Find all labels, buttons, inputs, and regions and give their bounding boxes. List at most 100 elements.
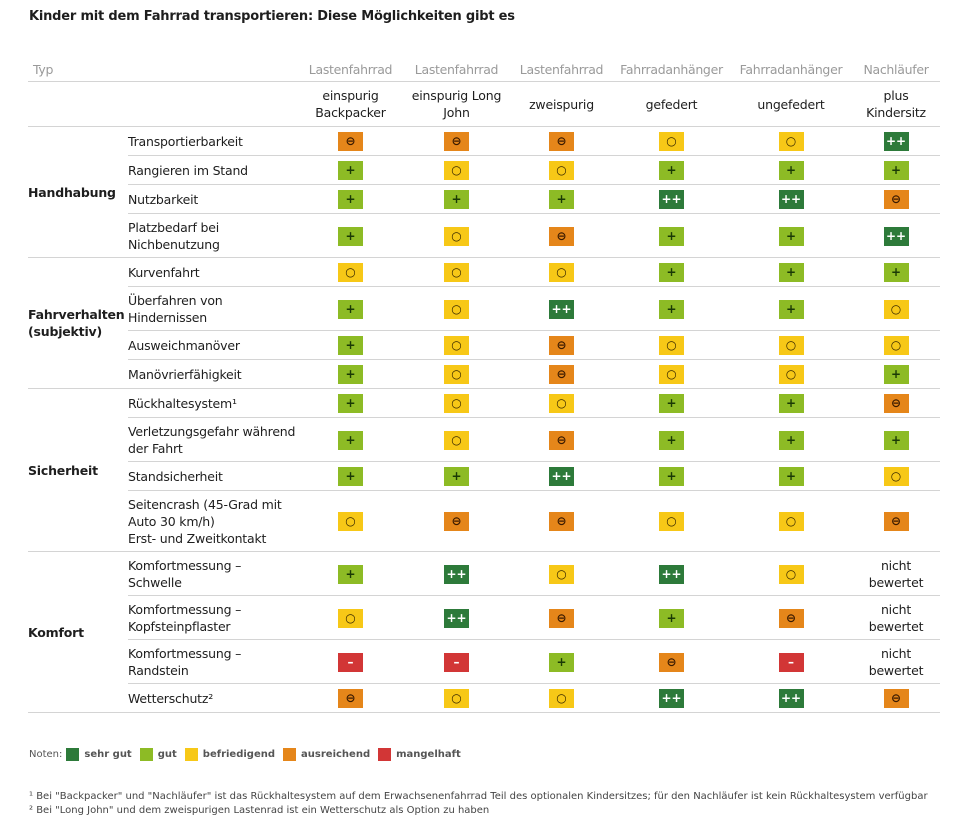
grade-badge-ausreichend: ⊖ — [549, 608, 574, 628]
rating-cell: ⊖ — [852, 490, 940, 552]
legend-text-ausreichend: ausreichend — [301, 749, 371, 760]
table-body: Handhabung Transportierbarkeit ⊖ ⊖ ⊖ ○ ○ ++ Rang… — [28, 126, 940, 713]
rating-cell: + — [852, 417, 940, 462]
table-row: Manövrierfähigkeit + ○ ⊖ ○ ○ + — [28, 359, 940, 389]
criterion-label: Komfortmessung – Schwelle — [128, 551, 298, 596]
grade-badge-befriedigend: ○ — [883, 467, 909, 486]
table-row: Komfort Komfortmessung – Schwelle + ++ ○ ++ ○ n… — [28, 551, 940, 713]
grade-badge-sehrgut: ++ — [549, 299, 574, 319]
not-rated-label: nicht bewertet — [868, 645, 924, 678]
footnote-2: ² Bei "Long John" und dem zweispurigen L… — [29, 805, 490, 816]
rating-cell: ○ — [403, 683, 510, 713]
rating-cell: ++ — [510, 286, 613, 331]
criterion-label: Ausweichmanöver — [128, 330, 298, 360]
legend-label: Noten: — [29, 749, 63, 760]
criterion-label: Standsicherheit — [128, 461, 298, 491]
grade-badge-gut: + — [883, 161, 909, 180]
rating-cell: + — [730, 417, 852, 462]
grade-badge-befriedigend: ○ — [659, 512, 684, 531]
table-row: Komfortmessung – Randstein – – + ⊖ – nicht bew… — [28, 639, 940, 684]
table-row: Verletzungsgefahr während der Fahrt + ○ ⊖ + +… — [28, 417, 940, 462]
rating-cell: + — [298, 551, 403, 596]
grade-badge-mangelhaft: – — [778, 652, 804, 672]
column-type-0: Lastenfahrrad — [298, 57, 403, 82]
grade-badge-gut: + — [549, 652, 574, 672]
rating-cell: ○ — [298, 595, 403, 640]
column-type-2: Lastenfahrrad — [510, 57, 613, 82]
rating-cell: ⊖ — [510, 330, 613, 360]
legend-swatch-ausreichend — [283, 748, 297, 761]
empty-header — [28, 81, 298, 127]
grade-badge-ausreichend: ⊖ — [444, 132, 469, 151]
rating-cell: ⊖ — [852, 388, 940, 418]
rating-cell: + — [852, 257, 940, 287]
header-type-row: Typ Lastenfahrrad Lastenfahrrad Lastenfahr… — [28, 57, 940, 82]
rating-cell: + — [298, 388, 403, 418]
rating-cell: ⊖ — [613, 639, 730, 684]
criterion-label: Platzbedarf bei Nichbenutzung — [128, 213, 298, 258]
rating-cell: ++ — [613, 184, 730, 214]
grade-badge-gut: + — [338, 564, 363, 584]
grade-badge-gut: + — [338, 161, 363, 180]
criterion-label: Seitencrash (45-Grad mit Auto 30 km/h) Ers… — [128, 490, 298, 552]
grade-badge-ausreichend: ⊖ — [338, 132, 363, 151]
rating-cell: ○ — [403, 213, 510, 258]
rating-cell: + — [298, 330, 403, 360]
grade-badge-sehrgut: ++ — [778, 190, 804, 209]
column-type-4: Fahrradanhänger — [730, 57, 852, 82]
grade-badge-ausreichend: ⊖ — [444, 512, 469, 531]
grade-badge-ausreichend: ⊖ — [883, 512, 909, 531]
rating-cell: ⊖ — [510, 126, 613, 156]
rating-cell: ++ — [613, 551, 730, 596]
footnote-1: ¹ Bei "Backpacker" und "Nachläufer" ist … — [29, 791, 928, 802]
legend-text-sehrgut: sehr gut — [84, 749, 132, 760]
column-variant-0: einspurig Backpacker — [298, 81, 403, 127]
grade-badge-ausreichend: ⊖ — [549, 365, 574, 384]
grade-badge-gut: + — [659, 263, 684, 282]
rating-cell: ○ — [510, 683, 613, 713]
rating-cell: nicht bewertet — [852, 551, 940, 596]
grade-badge-gut: + — [338, 226, 363, 246]
rating-cell: ○ — [403, 155, 510, 185]
rating-cell: ++ — [730, 683, 852, 713]
rating-cell: ++ — [852, 126, 940, 156]
grade-badge-ausreichend: ⊖ — [883, 689, 909, 708]
legend-swatch-befriedigend — [184, 748, 198, 761]
column-variant-3: gefedert — [613, 81, 730, 127]
criterion-label: Transportierbarkeit — [128, 126, 298, 156]
rating-cell: ○ — [510, 257, 613, 287]
rating-cell: + — [298, 184, 403, 214]
column-type-1: Lastenfahrrad — [403, 57, 510, 82]
criterion-label: Manövrierfähigkeit — [128, 359, 298, 389]
rating-cell: ○ — [730, 359, 852, 389]
grade-badge-ausreichend: ⊖ — [549, 336, 574, 355]
rating-cell: ⊖ — [852, 683, 940, 713]
grade-badge-befriedigend: ○ — [444, 430, 469, 450]
grade-badge-gut: + — [659, 430, 684, 450]
grade-badge-befriedigend: ○ — [444, 689, 469, 708]
grade-badge-ausreichend: ⊖ — [549, 132, 574, 151]
grade-badge-gut: + — [659, 299, 684, 319]
rating-cell: + — [510, 639, 613, 684]
grade-badge-gut: + — [338, 336, 363, 355]
criterion-label: Nutzbarkeit — [128, 184, 298, 214]
rating-cell: ⊖ — [510, 595, 613, 640]
rating-cell: + — [613, 595, 730, 640]
rating-cell: + — [613, 286, 730, 331]
rating-cell: ○ — [852, 330, 940, 360]
rating-cell: ⊖ — [403, 490, 510, 552]
rating-cell: ○ — [510, 155, 613, 185]
grade-badge-gut: + — [778, 226, 804, 246]
table-row: Standsicherheit + + ++ + + ○ — [28, 461, 940, 491]
page-title: Kinder mit dem Fahrrad transportieren: D… — [29, 9, 515, 24]
grade-badge-ausreichend: ⊖ — [659, 652, 684, 672]
grade-badge-befriedigend: ○ — [883, 299, 909, 319]
rating-cell: ○ — [730, 490, 852, 552]
not-rated-label: nicht bewertet — [868, 601, 924, 634]
grade-badge-gut: + — [778, 263, 804, 282]
legend-text-befriedigend: befriedigend — [202, 749, 276, 760]
grade-badge-gut: + — [338, 190, 363, 209]
grade-badge-befriedigend: ○ — [338, 512, 363, 531]
criterion-label: Wetterschutz² — [128, 683, 298, 713]
criterion-label: Rangieren im Stand — [128, 155, 298, 185]
